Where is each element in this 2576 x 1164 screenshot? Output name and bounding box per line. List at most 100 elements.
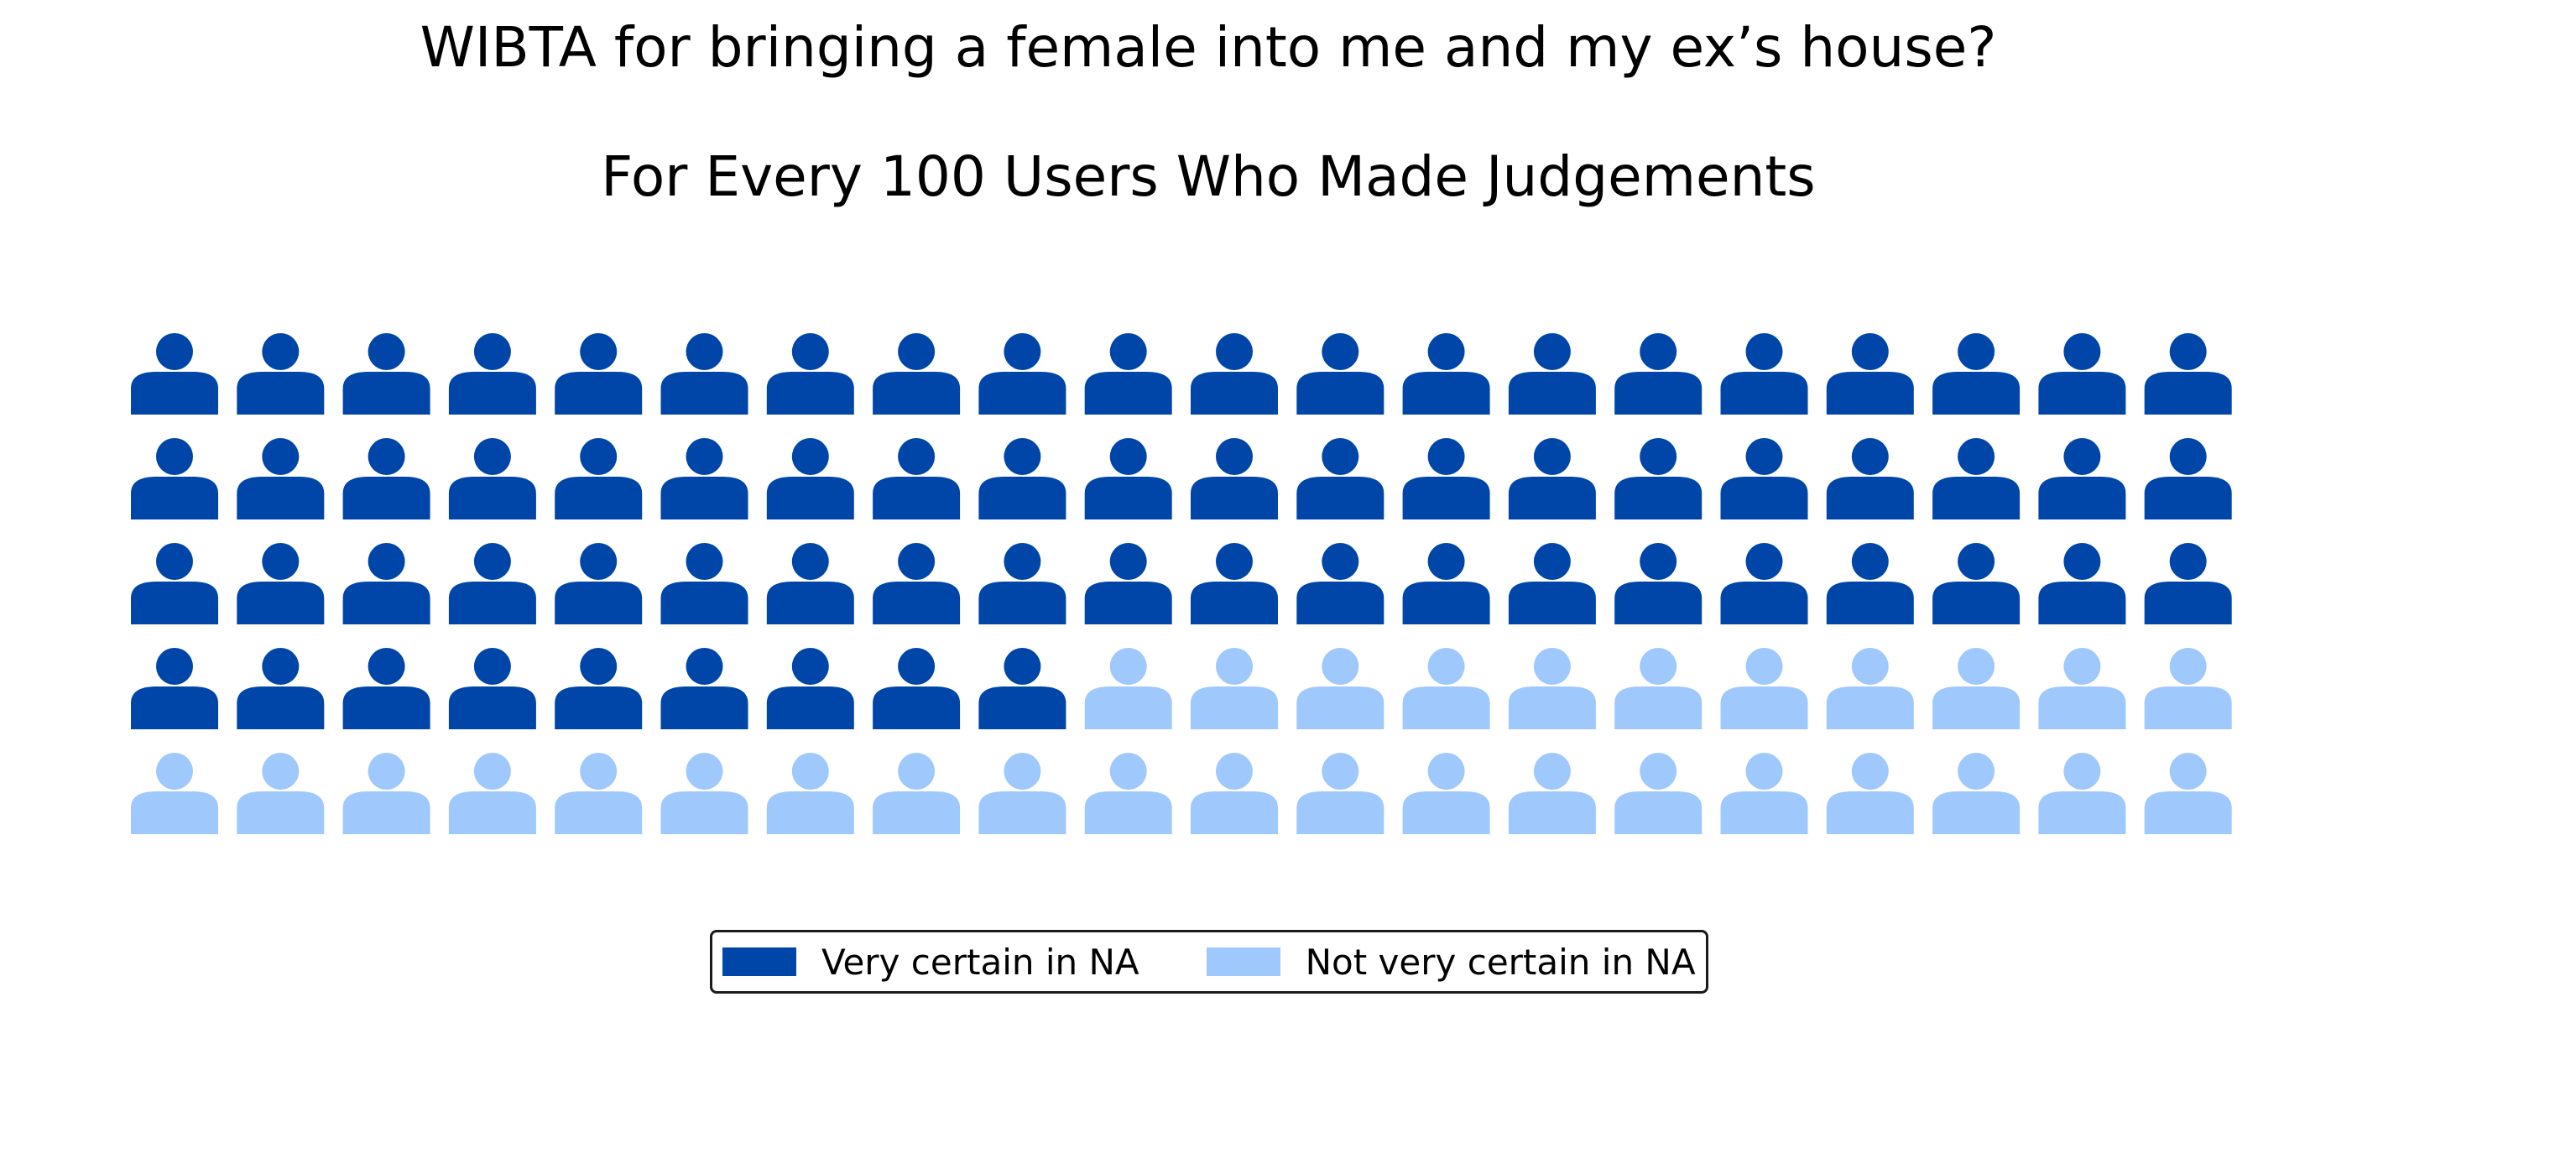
person-icon: [1191, 543, 1278, 624]
person-head: [1640, 438, 1677, 475]
person-body: [131, 582, 218, 624]
person-body: [1191, 477, 1278, 519]
person-body: [2144, 582, 2232, 624]
person-head: [1109, 438, 1147, 475]
person-head: [1216, 438, 1253, 475]
person-head: [1004, 438, 1041, 475]
person-body: [1508, 582, 1596, 624]
person-icon: [448, 333, 536, 415]
person-head: [2169, 438, 2207, 475]
chart-title: WIBTA for bringing a female into me and …: [420, 15, 1997, 80]
person-icon: [131, 543, 218, 624]
person-icon: [1508, 333, 1596, 415]
person-body: [342, 791, 430, 834]
person-body: [237, 686, 325, 729]
person-body: [237, 477, 325, 519]
person-head: [2063, 753, 2101, 790]
person-head: [2169, 648, 2207, 685]
person-head: [368, 333, 405, 370]
person-icon: [766, 753, 854, 834]
person-icon: [448, 438, 536, 519]
person-head: [1109, 648, 1147, 685]
person-body: [873, 686, 961, 729]
person-head: [1533, 333, 1571, 370]
person-head: [1322, 333, 1359, 370]
person-body: [978, 686, 1066, 729]
person-body: [1296, 686, 1384, 729]
person-body: [1932, 686, 2021, 729]
person-head: [473, 438, 511, 475]
person-body: [1614, 791, 1703, 834]
person-head: [1004, 543, 1041, 580]
person-head: [1958, 333, 1995, 370]
person-icon: [2038, 543, 2126, 624]
person-icon: [1826, 438, 1914, 519]
person-body: [342, 372, 430, 415]
person-icon: [1084, 753, 1172, 834]
person-icon: [1826, 648, 1914, 729]
person-head: [580, 753, 618, 790]
person-body: [1191, 791, 1278, 834]
person-icon: [2144, 333, 2232, 415]
person-body: [1614, 372, 1703, 415]
person-body: [1720, 372, 1808, 415]
person-icon: [1720, 543, 1808, 624]
person-icon: [1826, 543, 1914, 624]
person-head: [1216, 543, 1253, 580]
person-icon: [873, 543, 961, 624]
person-icon: [766, 438, 854, 519]
person-head: [1745, 753, 1783, 790]
person-body: [1614, 686, 1703, 729]
person-body: [237, 372, 325, 415]
person-icon: [660, 648, 748, 729]
person-body: [131, 791, 218, 834]
person-icon: [1932, 753, 2021, 834]
person-icon: [342, 438, 430, 519]
person-head: [1427, 438, 1465, 475]
person-body: [1402, 372, 1490, 415]
person-icon: [1614, 543, 1703, 624]
person-icon: [1614, 648, 1703, 729]
person-body: [1508, 477, 1596, 519]
person-head: [898, 438, 936, 475]
person-body: [660, 372, 748, 415]
person-body: [1191, 582, 1278, 624]
person-icon: [2144, 648, 2232, 729]
person-head: [473, 333, 511, 370]
person-body: [1932, 477, 2021, 519]
person-head: [1109, 333, 1147, 370]
person-body: [448, 372, 536, 415]
person-body: [1191, 686, 1278, 729]
person-body: [2038, 372, 2126, 415]
person-icon: [1614, 333, 1703, 415]
person-icon: [873, 333, 961, 415]
person-icon: [1932, 438, 2021, 519]
person-icon: [2038, 648, 2126, 729]
person-icon: [1508, 543, 1596, 624]
person-head: [1745, 438, 1783, 475]
person-icon: [1296, 648, 1384, 729]
person-body: [1614, 582, 1703, 624]
person-head: [580, 438, 618, 475]
person-body: [766, 791, 854, 834]
person-body: [660, 791, 748, 834]
person-icon: [2038, 753, 2126, 834]
person-head: [1958, 438, 1995, 475]
person-head: [1216, 648, 1253, 685]
person-body: [1296, 791, 1384, 834]
person-body: [555, 582, 643, 624]
person-icon: [766, 648, 854, 729]
legend-label-very-certain: Very certain in NA: [821, 941, 1139, 983]
person-head: [2169, 753, 2207, 790]
person-head: [1216, 333, 1253, 370]
person-body: [237, 791, 325, 834]
person-icon: [448, 753, 536, 834]
person-icon: [2144, 753, 2232, 834]
person-icon: [1720, 438, 1808, 519]
person-head: [473, 543, 511, 580]
person-icon: [237, 333, 325, 415]
person-body: [873, 372, 961, 415]
person-body: [1296, 372, 1384, 415]
person-body: [342, 582, 430, 624]
person-icon: [1084, 648, 1172, 729]
